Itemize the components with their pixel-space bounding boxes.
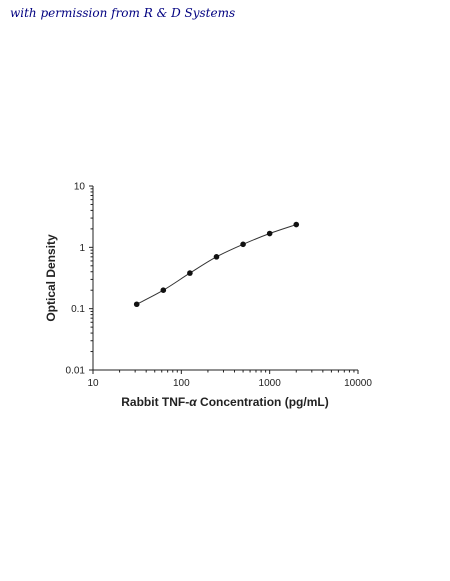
data-points	[133, 221, 300, 308]
y-tick-label: 10	[74, 182, 86, 193]
x-tick-label: 10	[87, 378, 99, 389]
permission-credit: with permission from R & D Systems	[10, 6, 236, 20]
y-axis-title: Optical Density	[44, 234, 58, 322]
x-tick-label: 100	[173, 378, 190, 389]
data-point	[187, 270, 193, 276]
y-tick-label: 0.1	[71, 304, 85, 315]
fit-curve	[136, 224, 297, 305]
chart-axes	[92, 186, 358, 371]
y-tick-label: 1	[79, 243, 85, 254]
x-tick-label: 10000	[344, 378, 372, 389]
data-point	[160, 287, 167, 294]
x-axis-title: Rabbit TNF-α Concentration (pg/mL)	[121, 395, 328, 409]
x-tick-label: 1000	[259, 378, 282, 389]
data-point	[266, 230, 273, 237]
data-point	[240, 241, 246, 248]
chart-ticks: 0.01 0.1 1 10 10 100 1000 10000	[66, 182, 373, 390]
data-point	[293, 221, 300, 228]
data-point	[213, 254, 220, 260]
y-tick-label: 0.01	[66, 366, 86, 377]
data-point	[133, 301, 140, 308]
